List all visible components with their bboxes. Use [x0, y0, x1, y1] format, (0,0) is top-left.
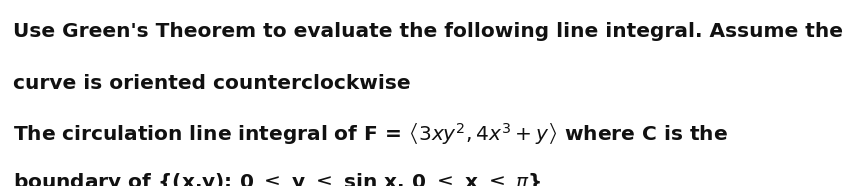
Text: boundary of {(x,y): 0 $\leq$ y $\leq$ $\mathbf{sin}$ x, 0 $\leq$ x $\leq$ $\pi$}: boundary of {(x,y): 0 $\leq$ y $\leq$ $\… [13, 171, 541, 186]
Text: Use Green's Theorem to evaluate the following line integral. Assume the: Use Green's Theorem to evaluate the foll… [13, 22, 843, 41]
Text: curve is oriented counterclockwise: curve is oriented counterclockwise [13, 74, 410, 93]
Text: The circulation line integral of $\mathbf{F}$ = $\left\langle 3xy^2,4x^3 + y\rig: The circulation line integral of $\mathb… [13, 121, 728, 147]
